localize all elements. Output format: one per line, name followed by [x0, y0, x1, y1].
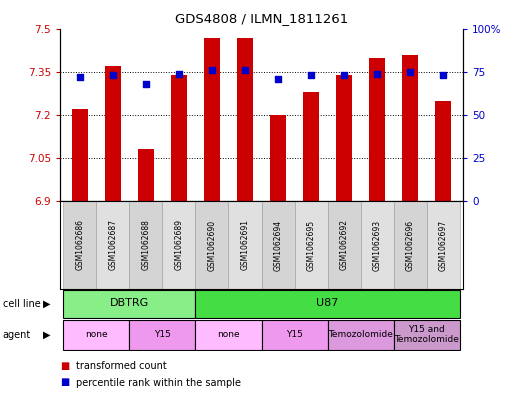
Bar: [196, 290, 460, 318]
Bar: [402, 55, 418, 201]
Text: GSM1062696: GSM1062696: [405, 219, 415, 270]
Text: ▶: ▶: [43, 299, 51, 309]
Bar: [237, 38, 253, 201]
Bar: [327, 320, 393, 350]
Text: GSM1062694: GSM1062694: [274, 219, 282, 270]
Bar: [262, 320, 327, 350]
Text: cell line: cell line: [3, 299, 40, 309]
Bar: [105, 66, 121, 201]
Bar: [72, 109, 88, 201]
Bar: [369, 58, 385, 201]
Text: GSM1062693: GSM1062693: [372, 219, 382, 270]
Title: GDS4808 / ILMN_1811261: GDS4808 / ILMN_1811261: [175, 12, 348, 25]
Text: GSM1062687: GSM1062687: [108, 220, 118, 270]
Text: GSM1062688: GSM1062688: [141, 220, 151, 270]
Bar: [336, 75, 353, 201]
Text: percentile rank within the sample: percentile rank within the sample: [76, 378, 241, 387]
Point: [241, 67, 249, 73]
Bar: [163, 201, 196, 289]
Bar: [138, 149, 154, 201]
Text: ▶: ▶: [43, 330, 51, 340]
Text: agent: agent: [3, 330, 31, 340]
Point: [76, 74, 84, 80]
Text: GSM1062692: GSM1062692: [339, 220, 348, 270]
Text: Temozolomide: Temozolomide: [328, 330, 393, 339]
Point: [373, 71, 381, 77]
Text: Y15: Y15: [154, 330, 171, 339]
Point: [175, 71, 183, 77]
Bar: [63, 290, 196, 318]
Point: [208, 67, 216, 73]
Bar: [63, 320, 130, 350]
Bar: [327, 201, 360, 289]
Point: [340, 72, 348, 79]
Bar: [130, 201, 163, 289]
Bar: [360, 201, 393, 289]
Point: [274, 76, 282, 82]
Bar: [435, 101, 451, 201]
Bar: [196, 201, 229, 289]
Bar: [96, 201, 130, 289]
Bar: [262, 201, 294, 289]
Text: GSM1062686: GSM1062686: [75, 220, 84, 270]
Text: ■: ■: [60, 361, 70, 371]
Text: none: none: [85, 330, 108, 339]
Bar: [130, 320, 196, 350]
Bar: [229, 201, 262, 289]
Point: [109, 72, 117, 79]
Text: GSM1062695: GSM1062695: [306, 219, 315, 270]
Text: ■: ■: [60, 378, 70, 387]
Text: none: none: [217, 330, 240, 339]
Point: [439, 72, 447, 79]
Text: Y15 and
Temozolomide: Y15 and Temozolomide: [394, 325, 459, 344]
Bar: [63, 201, 96, 289]
Text: GSM1062691: GSM1062691: [241, 220, 249, 270]
Bar: [270, 115, 286, 201]
Bar: [204, 38, 220, 201]
Point: [406, 69, 414, 75]
Text: U87: U87: [316, 298, 339, 309]
Point: [142, 81, 150, 87]
Bar: [393, 201, 427, 289]
Text: GSM1062689: GSM1062689: [175, 220, 184, 270]
Bar: [294, 201, 327, 289]
Bar: [170, 75, 187, 201]
Bar: [303, 92, 319, 201]
Text: GSM1062697: GSM1062697: [439, 219, 448, 270]
Bar: [427, 201, 460, 289]
Text: Y15: Y15: [286, 330, 303, 339]
Text: GSM1062690: GSM1062690: [208, 219, 217, 270]
Text: DBTRG: DBTRG: [110, 298, 149, 309]
Bar: [393, 320, 460, 350]
Point: [307, 72, 315, 79]
Text: transformed count: transformed count: [76, 361, 167, 371]
Bar: [196, 320, 262, 350]
